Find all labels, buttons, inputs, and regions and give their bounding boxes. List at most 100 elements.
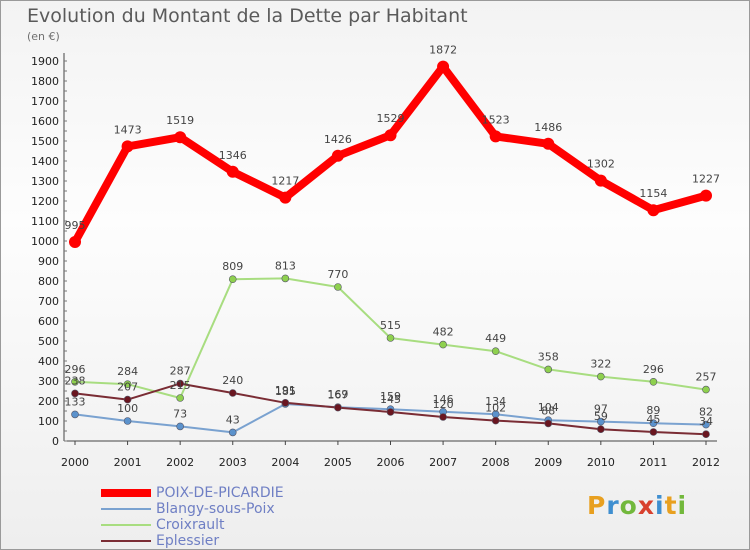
x-tick-label: 2000 (61, 456, 89, 469)
x-tick-label: 2008 (482, 456, 510, 469)
data-point (228, 428, 237, 437)
y-tick-label: 100 (38, 415, 59, 428)
data-point (123, 395, 132, 404)
data-label: 191 (275, 384, 296, 397)
data-label: 1523 (482, 113, 510, 126)
x-tick-label: 2009 (534, 456, 562, 469)
legend-swatch (101, 524, 151, 526)
data-label: 770 (327, 268, 348, 281)
data-point (69, 236, 81, 248)
x-tick-label: 2012 (692, 456, 720, 469)
chart-subtitle: (en €) (27, 30, 60, 43)
data-label: 34 (699, 415, 713, 428)
data-point (281, 398, 290, 407)
data-label: 1872 (429, 44, 457, 57)
data-label: 145 (380, 393, 401, 406)
x-tick-label: 2011 (639, 456, 667, 469)
data-label: 104 (538, 401, 559, 414)
legend-swatch (101, 508, 151, 510)
data-label: 1217 (271, 175, 299, 188)
data-point (544, 365, 553, 374)
data-point (491, 347, 500, 356)
data-label: 159 (380, 390, 401, 403)
data-label: 207 (117, 381, 138, 394)
data-label: 73 (173, 407, 187, 420)
data-point (491, 416, 500, 425)
data-label: 1473 (114, 123, 142, 136)
y-tick-label: 1000 (31, 235, 59, 248)
data-point (71, 389, 79, 398)
data-point (489, 130, 502, 143)
x-tick-label: 2003 (219, 456, 247, 469)
data-label: 296 (65, 363, 86, 376)
data-point (649, 428, 658, 436)
data-label: 215 (170, 379, 191, 392)
data-point (597, 425, 605, 434)
data-label: 134 (485, 395, 506, 408)
data-point (702, 430, 710, 439)
data-point (597, 372, 605, 381)
data-point (334, 403, 342, 412)
x-tick-label: 2010 (587, 456, 615, 469)
data-label: 809 (222, 260, 243, 273)
data-label: 59 (594, 410, 608, 423)
data-point (384, 129, 397, 142)
y-tick-label: 1900 (31, 55, 59, 68)
data-point (281, 274, 290, 283)
data-label: 1519 (166, 114, 194, 127)
data-label: 1154 (639, 187, 667, 200)
data-label: 88 (541, 404, 555, 417)
data-label: 45 (646, 413, 660, 426)
data-label: 322 (590, 358, 611, 371)
data-point (386, 334, 395, 342)
data-point (121, 140, 134, 153)
legend-label: Eplessier (156, 533, 220, 549)
data-label: 185 (275, 385, 296, 398)
series-line-0 (71, 62, 710, 246)
data-label: 89 (646, 404, 660, 417)
data-point (174, 131, 187, 144)
data-label: 358 (538, 350, 559, 363)
data-label: 284 (117, 365, 138, 378)
data-point (176, 422, 184, 431)
data-label: 97 (594, 403, 608, 416)
legend-label: POIX-DE-PICARDIE (156, 485, 284, 501)
data-label: 1529 (377, 112, 405, 125)
data-label: 1486 (534, 121, 562, 134)
data-label: 1426 (324, 133, 352, 146)
y-tick-label: 300 (38, 375, 59, 388)
data-label: 169 (327, 388, 348, 401)
data-label: 296 (643, 363, 664, 376)
data-label: 120 (433, 398, 454, 411)
data-point (437, 60, 450, 73)
data-point (279, 191, 292, 204)
data-label: 133 (65, 395, 86, 408)
y-tick-label: 600 (38, 315, 59, 328)
data-point (123, 417, 132, 425)
data-point (542, 137, 555, 150)
chart-title: Evolution du Montant de la Dette par Hab… (27, 5, 468, 27)
data-point (71, 377, 79, 386)
data-label: 1302 (587, 158, 615, 171)
data-label: 102 (485, 402, 506, 415)
data-label: 240 (222, 374, 243, 387)
y-tick-label: 800 (38, 275, 59, 288)
y-tick-label: 1300 (31, 175, 59, 188)
y-tick-label: 0 (52, 435, 59, 448)
data-label: 813 (275, 259, 296, 272)
data-label: 287 (170, 365, 191, 378)
data-label: 1227 (692, 173, 720, 186)
data-point (649, 377, 658, 386)
data-label: 515 (380, 319, 401, 332)
data-point (228, 275, 237, 284)
y-tick-label: 1600 (31, 115, 59, 128)
data-point (386, 408, 395, 416)
y-tick-label: 1500 (31, 135, 59, 148)
x-tick-label: 2005 (324, 456, 352, 469)
data-point (700, 189, 712, 202)
legend-swatch (101, 540, 151, 542)
data-point (597, 417, 605, 426)
x-tick-label: 2006 (377, 456, 405, 469)
